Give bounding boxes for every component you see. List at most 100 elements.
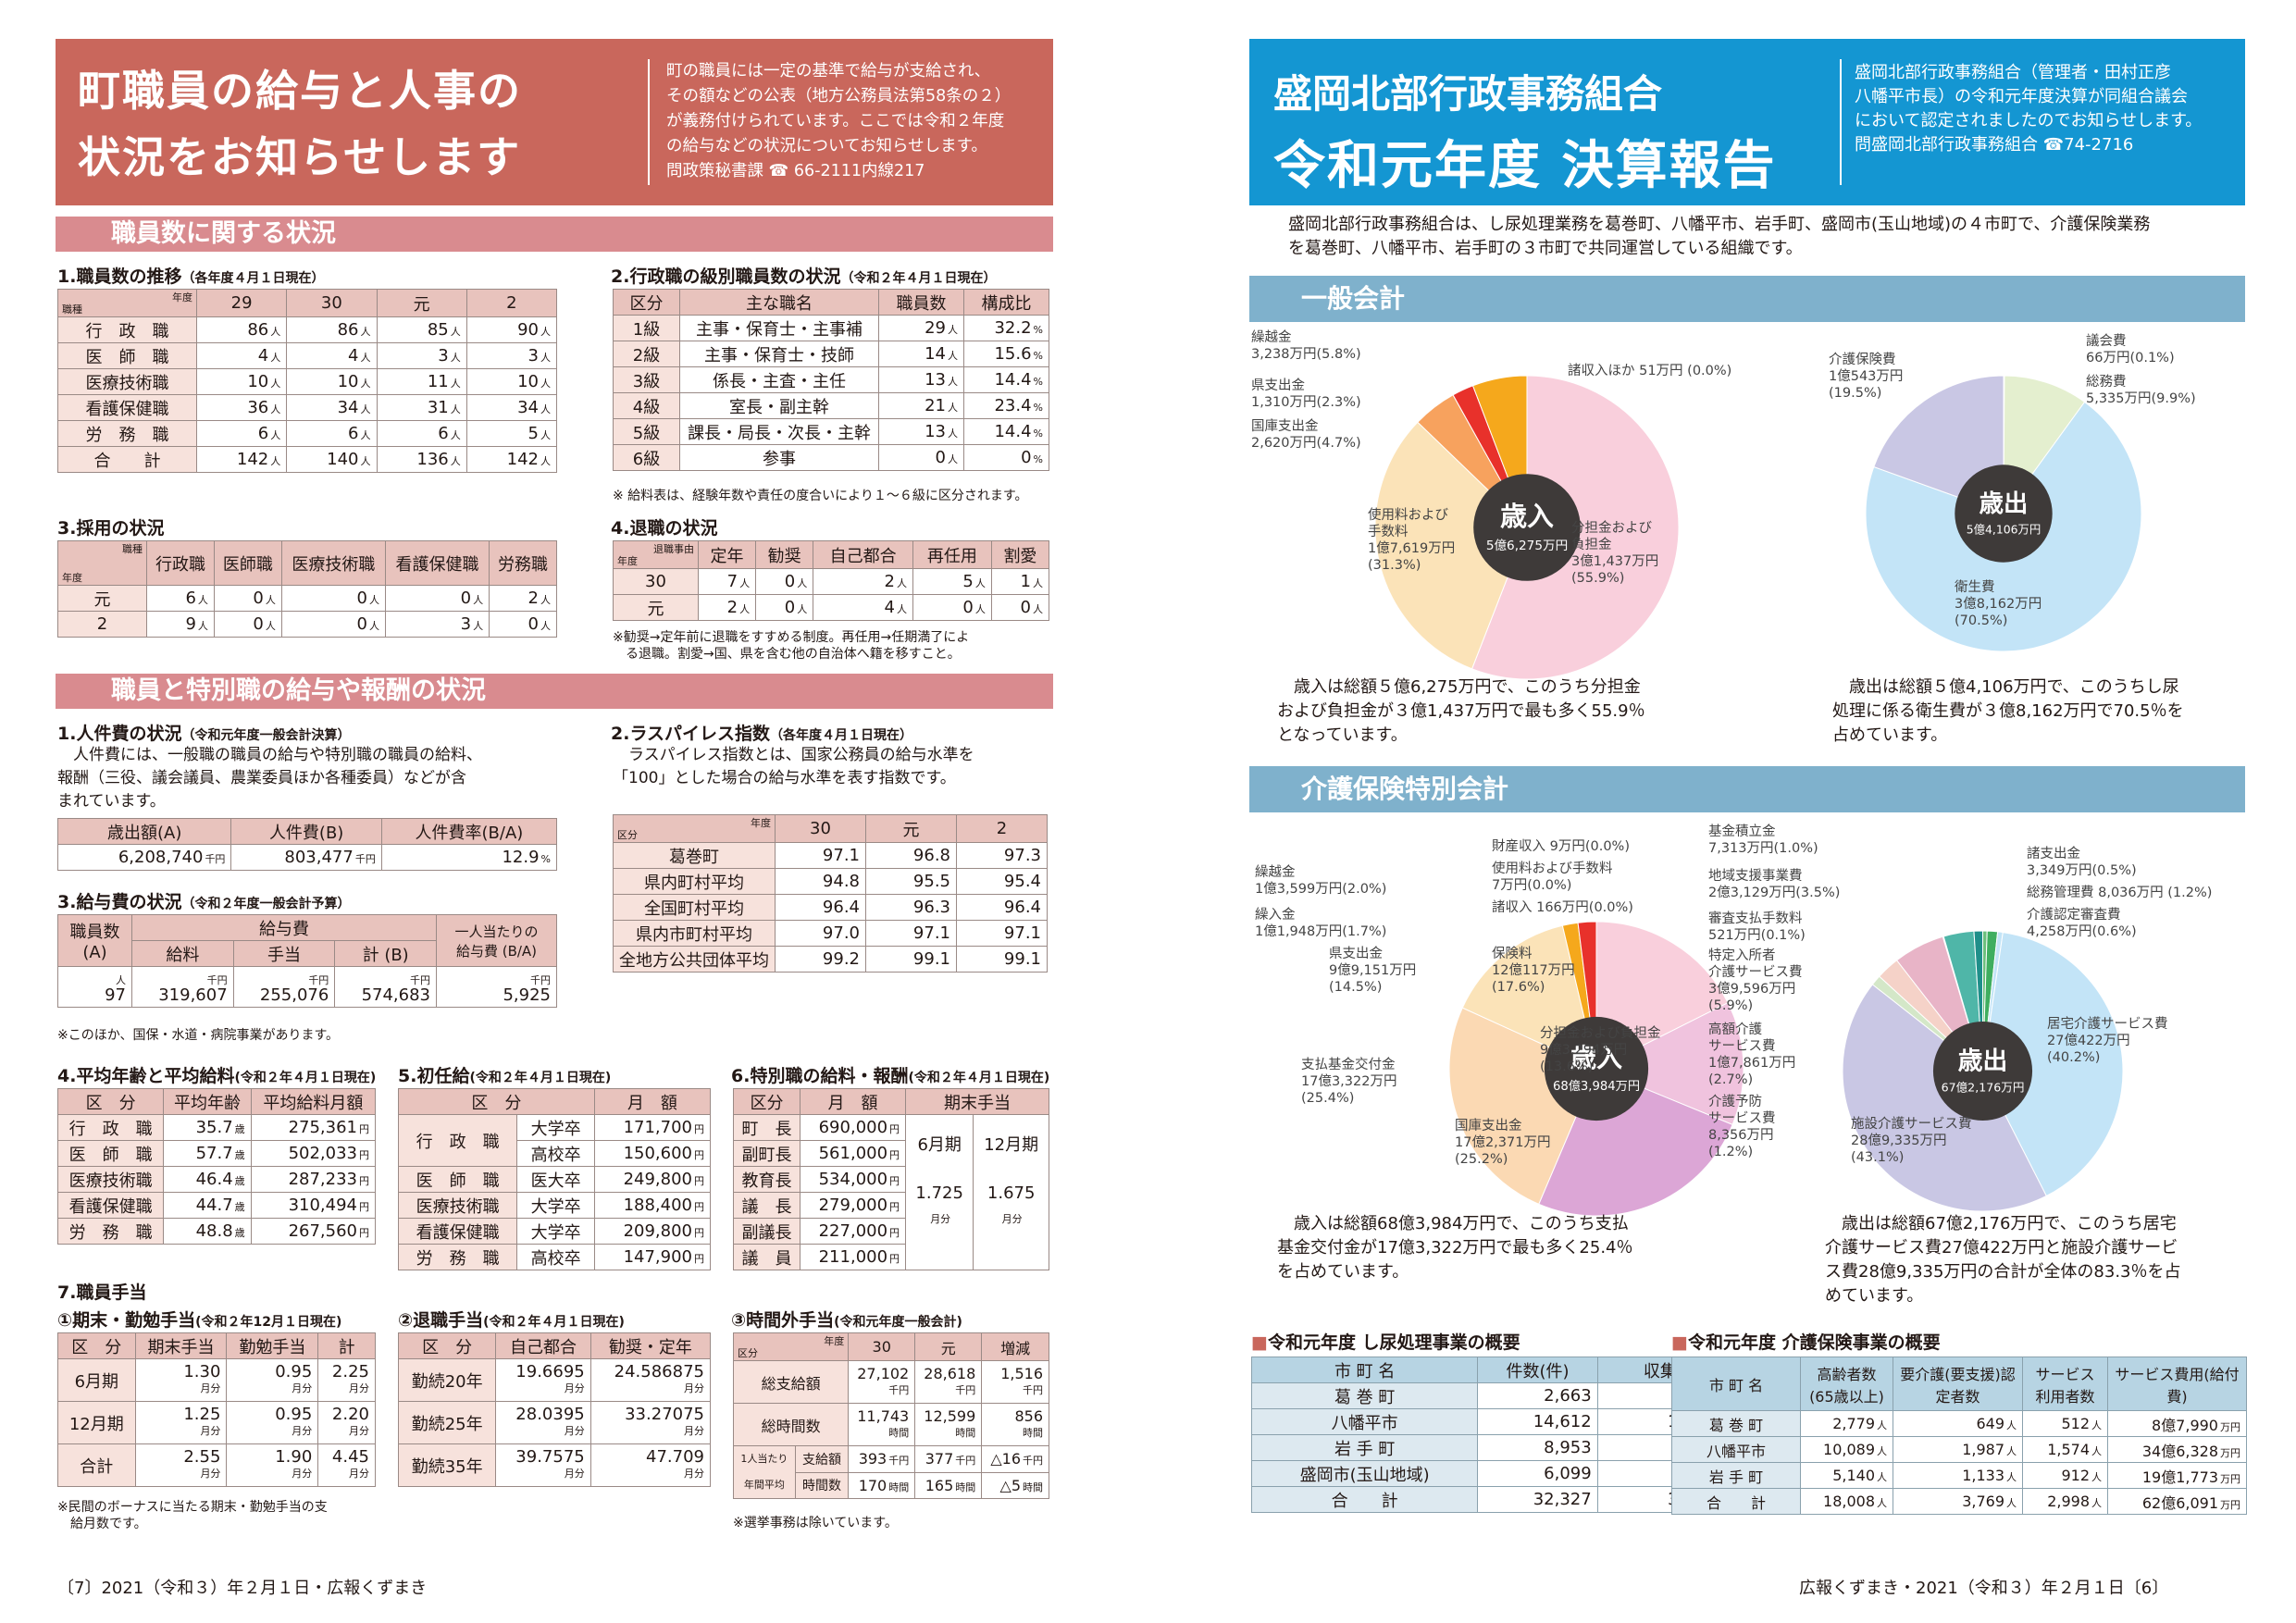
pie3-label-kurikoshi: 繰越金 1億3,599万円(2.0%) (1255, 865, 1387, 897)
pie4-label-chiiki: 地域支援事業費 2億3,129万円(3.5%) (1708, 869, 1841, 900)
right-banner-title1: 盛岡北部行政事務組合 (1273, 71, 1663, 117)
laspeyres-table: 年度 区分 30 元 2 葛巻町 97.1 96.8 97.3 県内町村平均 94.8 95.5 9… (613, 814, 1048, 973)
labor-cost-table: 歳出額(A) 人件費(B) 人件費率(B/A) 6,208,740 千円 803,477… (56, 818, 558, 871)
special-pay-table: 区分月 額期末手当 町 長 690,000 円 6月期 1.725 月分 12月期 1.675… (733, 1088, 1049, 1270)
t4-note: ※勧奨→定年前に退職をすすめる制度。再任用→任期満了によ る退職。割愛→国、県を… (613, 630, 970, 662)
p2-text: ラスパイレス指数とは、国家公務員の給与水準を 「100」とした場合の給与水準を表す… (613, 746, 974, 787)
pie3-label-shoshunyu: 諸収入 166万円(0.0%) (1492, 900, 1633, 915)
pie-care-revenue: 歳入 68億3,984万円 (1448, 921, 1744, 1217)
pie-center-label: 歳入 (1570, 1043, 1622, 1073)
pie4-label-kikin: 基金積立金 7,313万円(1.0%) (1708, 824, 1818, 856)
pie4-label-kogaku: 高額介護 サービス費 1億7,861万円 (2.7%) (1708, 1022, 1796, 1087)
section-salary: 職員と特別職の給与や報酬の状況 (56, 674, 1053, 709)
banner-divider (1840, 59, 1842, 185)
p7b-title: ②退職手当(令和２年４月１日現在) (398, 1310, 625, 1331)
left-banner: 町職員の給与と人事の 状況をお知らせします 町の職員には一定の基準で給与が支給され… (56, 39, 1053, 205)
pie-center-total: 5億6,275万円 (1486, 539, 1568, 553)
pie4-label-nintei: 介護認定審査費 4,258万円(0.6%) (2027, 908, 2137, 939)
right-footer: 広報くずまき・2021（令和３）年２月１日〔6〕 (1799, 1579, 2169, 1598)
t2-title: 2.行政職の級別職員数の状況（令和２年４月１日現在） (611, 266, 997, 287)
pie4-label-yobo: 介護予防 サービス費 8,356万円 (1.2%) (1708, 1095, 1776, 1159)
pie2-label-eisei: 衛生費 3億8,162万円 (70.5%) (1955, 580, 2042, 628)
p1-text: 人件費には、一般職の職員の給与や特別職の職員の給料、 報酬（三役、議会議員、農業委… (57, 746, 482, 811)
pie-slice-3 (1981, 932, 2124, 1197)
overtime-table: 年度 区分 30 元増減 総支給額 27,102 千円 28,618 千円 1,516 千円 総時… (732, 1332, 1049, 1499)
p7c-title: ③時間外手当(令和元年度一般会計) (731, 1310, 962, 1331)
pie-center-total: 67億2,176万円 (1942, 1081, 2025, 1095)
grade-table: 区分 主な職名 職員数 構成比 1級 主事・保育士・主事補 29 人 32.2% 2級 主事・保… (613, 289, 1049, 471)
pie1-label-ken: 県支出金 1,310万円(2.3%) (1251, 378, 1361, 410)
pie-center-disc (1473, 474, 1581, 581)
left-banner-title: 町職員の給与と人事の 状況をお知らせします (78, 66, 522, 182)
pie3-label-ken: 県支出金 9億9,151万円 (14.5%) (1329, 947, 1417, 995)
tbl1-title: ■令和元年度 し尿処理事業の概要 (1251, 1332, 1520, 1353)
right-intro: 盛岡北部行政事務組合は、し尿処理業務を葛巻町、八幡平市、岩手町、盛岡市(玉山地域… (1288, 215, 2151, 258)
pie4-label-kyotaku: 居宅介護サービス費 27億422万円 (40.2%) (2047, 1017, 2168, 1065)
pie2-text: 歳出は総額５億4,106万円で、このうちし尿 処理に係る衛生費が３億8,162万円… (1832, 677, 2184, 745)
left-footer: 〔7〕2021（令和３）年２月１日・広報くずまき (57, 1579, 428, 1598)
t2-note: ※ 給料表は、経験年数や責任の度合いにより１～６級に区分されます。 (613, 489, 1028, 503)
right-banner: 盛岡北部行政事務組合 令和元年度 決算報告 盛岡北部行政事務組合（管理者・田村正… (1249, 39, 2245, 205)
pie-center-label: 歳出 (1980, 490, 2029, 518)
p2-title: 2.ラスパイレス指数（各年度４月１日現在） (611, 724, 913, 744)
pie-slice-1 (1374, 421, 1528, 670)
retirement-allowance-table: 区 分自己都合 勧奨・定年 勤続20年 19.6695 月分 24.586875 月分 勤… (397, 1332, 712, 1487)
pie-slice-1 (1595, 1002, 1744, 1126)
pie4-label-tokutei: 特定入所者 介護サービス費 3億9,596万円 (5.9%) (1708, 948, 1803, 1013)
pie1-label-buntankin: 分担金および 負担金 3億1,437万円 (55.9%) (1571, 521, 1659, 586)
section-general-account: 一般会計 (1249, 276, 2245, 322)
pie3-label-buntan: 分担金および負担金 9億3,294万円 (13.6%) (1540, 1026, 1661, 1074)
pie-center-disc (1544, 1016, 1649, 1121)
pie3-label-hokenryo: 保険料 12億117万円 (17.6%) (1492, 947, 1575, 995)
p3-note: ※このほか、国保・水道・病院事業があります。 (57, 1028, 340, 1043)
pie3-label-shiyoryo: 使用料および手数料 7万円(0.0%) (1492, 861, 1613, 893)
p7a-title: ①期末・勤勉手当(令和２年12月１日現在) (57, 1310, 342, 1331)
avg-age-table: 区 分平均年齢 平均給料月額 行 政 職 35.7 歳 275,361 円 医 師 職 57… (56, 1088, 377, 1245)
left-banner-desc: 町の職員には一定の基準で給与が支給され、 その額などの公表（地方公務員法第58条の… (666, 62, 1011, 180)
p4-title: 4.平均年齢と平均給料(令和２年４月１日現在) (57, 1066, 377, 1086)
pie3-label-kurirekin: 繰入金 1億1,948万円(1.7%) (1255, 908, 1387, 939)
pay-cost-table: 職員数 (A) 給与費 一人当たりの 給与費 (B/A) 給料 手当計 (B) 人 97 千円… (57, 914, 557, 1008)
t1-title: 1.職員数の推移（各年度４月１日現在） (57, 266, 325, 287)
pie4-text: 歳出は総額67億2,176万円で、このうち居宅 介護サービス費27億422万円と施… (1825, 1214, 2181, 1306)
pie2-label-somu: 総務費 5,335万円(9.9%) (2086, 375, 2196, 406)
section-care-insurance: 介護保険特別会計 (1249, 766, 2245, 812)
p7c-note: ※選挙事務は除いています。 (733, 1516, 898, 1530)
right-banner-desc: 盛岡北部行政事務組合（管理者・田村正彦 八幡平市長）の令和元年度決算が同組合議会に… (1855, 63, 2203, 155)
pie1-text: 歳入は総額５億6,275万円で、このうち分担金 および負担金が３億1,437万円で… (1277, 677, 1645, 745)
pie3-label-shiharai: 支払基金交付金 17億3,322万円 (25.4%) (1301, 1058, 1397, 1106)
pie3-label-kokko: 国庫支出金 17億2,371万円 (25.2%) (1455, 1119, 1551, 1167)
starting-pay-table: 区 分月 額 行 政 職大学卒 171,700 円 高校卒 150,600 円 医 師 … (397, 1088, 712, 1270)
pie-center-disc (1932, 1021, 2033, 1121)
pie2-label-gikai: 議会費 66万円(0.1%) (2086, 334, 2175, 365)
pie1-label-shoshunyu: 諸収入ほか 51万円 (0.0%) (1568, 364, 1732, 378)
p3-title: 3.給与費の状況（令和２年度一般会計予算） (57, 892, 351, 912)
section-staff-count: 職員数に関する状況 (56, 217, 1053, 252)
p7-title: 7.職員手当 (57, 1282, 147, 1303)
p1-title: 1.人件費の状況（令和元年度一般会計決算） (57, 724, 351, 744)
tbl2-title: ■令和元年度 介護保険事業の概要 (1671, 1332, 1941, 1353)
pie-center-label: 歳出 (1958, 1047, 2008, 1076)
t3-title: 3.採用の状況 (57, 518, 165, 539)
p6-title: 6.特別職の給料・報酬(令和２年４月１日現在) (731, 1066, 1050, 1086)
pie4-label-somukanri: 総務管理費 8,036万円 (1.2%) (2027, 886, 2213, 900)
pie-center-disc (1955, 465, 2053, 563)
pie2-label-kaigo: 介護保険費 1億543万円 (19.5%) (1829, 353, 1904, 401)
pie1-label-kurikoshi: 繰越金 3,238万円(5.8%) (1251, 330, 1361, 362)
pie4-label-shinsa: 審査支払手数料 521万円(0.1%) (1708, 911, 1806, 943)
pie3-text: 歳入は総額68億3,984万円で、このうち支払 基金交付金が17億3,322万円で… (1277, 1214, 1633, 1282)
bonus-table: 区 分期末手当 勤勉手当計 6月期 1.30 月分 0.95 月分 2.25 月分 12月期 1… (57, 1332, 376, 1487)
pie-care-expenditure: 歳出 67億2,176万円 (1842, 930, 2124, 1212)
pie3-label-zaisan: 財産収入 9万円(0.0%) (1492, 839, 1630, 854)
pie4-label-shoshishutsu: 諸支出金 3,349万円(0.5%) (2027, 847, 2137, 878)
pie-center-label: 歳入 (1500, 501, 1554, 532)
p7a-note: ※民間のボーナスに当たる期末・勤勉手当の支 給月数です。 (57, 1500, 328, 1531)
pie-center-total: 68億3,984万円 (1553, 1079, 1640, 1094)
pie1-label-shiyoryo: 使用料および 手数料 1億7,619万円 (31.3%) (1368, 508, 1456, 573)
pie1-label-kokko: 国庫支出金 2,620万円(4.7%) (1251, 419, 1361, 451)
pie-center-total: 5億4,106万円 (1967, 523, 2042, 537)
t4-title: 4.退職の状況 (611, 518, 718, 539)
